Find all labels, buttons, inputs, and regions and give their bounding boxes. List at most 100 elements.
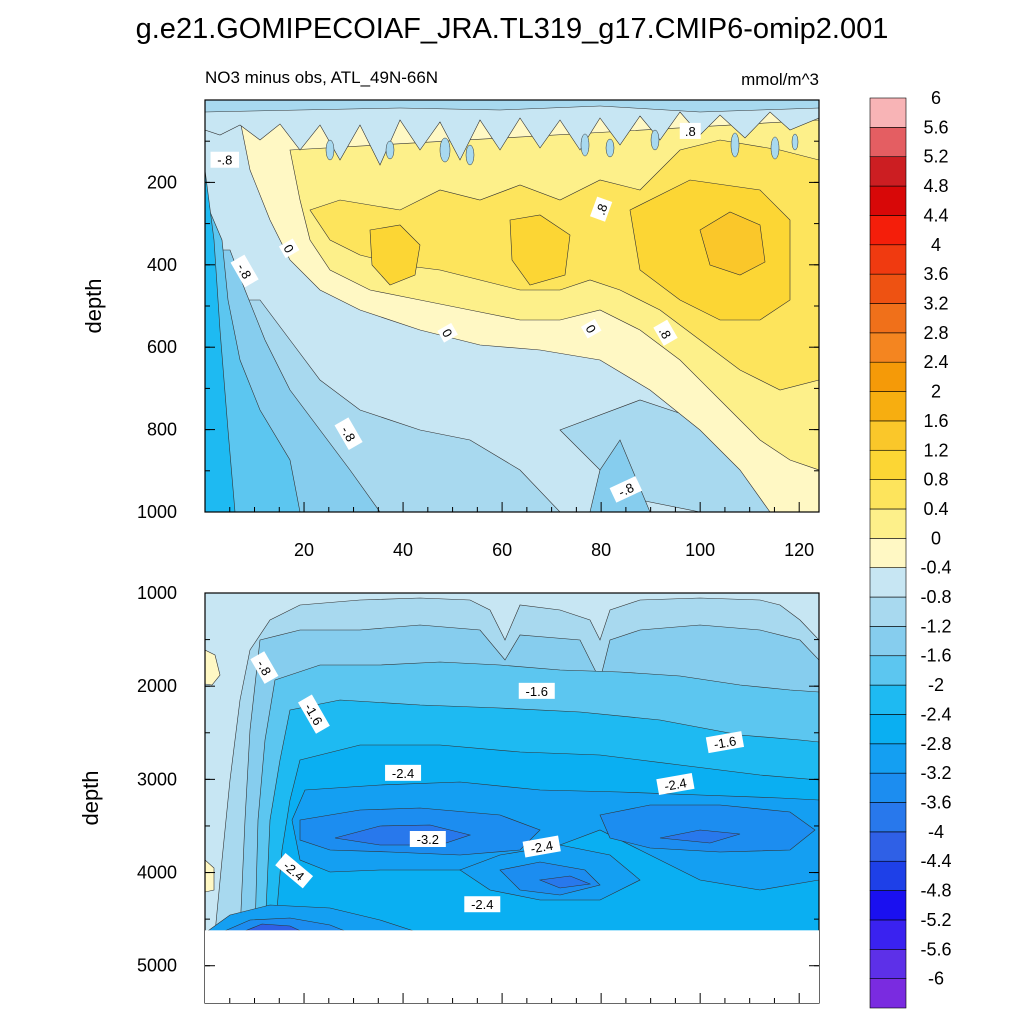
colorbar-level-label: 0.4	[923, 499, 948, 519]
colorbar-swatch	[869, 596, 907, 627]
colorbar-level-label: 4.4	[923, 205, 948, 225]
colorbar-level-label: 1.2	[923, 440, 948, 460]
contour-label: -.8	[210, 151, 240, 168]
contour-label-text: -3.2	[417, 832, 439, 847]
colorbar-swatch	[869, 273, 907, 304]
colorbar-level-label: -2.4	[920, 704, 951, 724]
contour-label-text: -1.6	[526, 684, 548, 699]
contour-label: -2.4	[522, 835, 561, 858]
colorbar-swatch	[869, 215, 907, 246]
colorbar-swatch	[869, 743, 907, 774]
colorbar-swatch	[869, 626, 907, 657]
contour-label-bg	[250, 651, 279, 684]
colorbar-level-label: 2.4	[923, 352, 948, 372]
upper-surface-bubbles	[325, 129, 799, 166]
colorbar-level-label: 5.2	[923, 147, 948, 167]
x-tick-label: 80	[591, 540, 611, 560]
contour-label: 0	[580, 318, 602, 339]
y-tick-label: 600	[147, 337, 177, 357]
contour-label-bg	[522, 835, 561, 858]
contour-label-bg	[298, 694, 330, 734]
contour-label-bg	[609, 476, 643, 503]
colorbar-swatch	[869, 420, 907, 451]
contour-label-bg	[210, 151, 240, 168]
y-tick-label: 400	[147, 255, 177, 275]
figure-title: g.e21.GOMIPECOIAF_JRA.TL319_g17.CMIP6-om…	[136, 13, 889, 45]
contour-label-bg	[275, 852, 314, 889]
contour-label: 0	[278, 238, 300, 259]
contour-label: -.8	[230, 254, 259, 288]
x-tick-label: 40	[393, 540, 413, 560]
upper-contour-fill	[205, 100, 819, 512]
colorbar-swatch	[869, 303, 907, 334]
upper-x-ticks: 20 40 60 80 100 120	[229, 502, 814, 560]
contour-label-bg	[230, 254, 259, 288]
lower-y-ticks: 1000 2000 3000 4000 5000	[137, 583, 819, 976]
lower-no-data-region	[205, 930, 819, 1003]
contour-label: -2.4	[464, 896, 501, 913]
colorbar-swatch	[869, 361, 907, 392]
colorbar-swatch	[869, 860, 907, 891]
colorbar-level-label: 6	[931, 88, 941, 108]
contour-label: -.8	[334, 417, 363, 451]
colorbar-level-label: -6	[928, 969, 944, 989]
lower-x-ticks	[229, 993, 800, 1003]
colorbar-level-label: -5.2	[920, 910, 951, 930]
colorbar-swatch	[869, 890, 907, 921]
colorbar-level-label: 3.6	[923, 264, 948, 284]
contour-label-text: -.8	[217, 153, 232, 168]
colorbar-swatch	[869, 714, 907, 745]
colorbar-level-label: 4	[931, 235, 941, 255]
colorbar-swatch	[869, 479, 907, 510]
contour-label-bg	[590, 196, 613, 222]
colorbar-level-label: 2	[931, 382, 941, 402]
contour-label-text: .8	[685, 124, 696, 139]
y-tick-label: 2000	[137, 676, 177, 696]
contour-label: -2.4	[656, 773, 695, 796]
colorbar-swatch	[869, 127, 907, 158]
contour-label-text: .8	[593, 202, 611, 217]
colorbar-swatch	[869, 244, 907, 275]
colorbar-level-label: -4.8	[920, 881, 951, 901]
colorbar-swatch	[869, 978, 907, 1009]
x-tick-label: 120	[784, 540, 814, 560]
colorbar-level-label: 0.8	[923, 470, 948, 490]
y-tick-label: 200	[147, 172, 177, 192]
colorbar-swatch	[869, 391, 907, 422]
colorbar-level-label: 4.8	[923, 176, 948, 196]
colorbar-level-label: -0.8	[920, 587, 951, 607]
x-tick-label: 20	[294, 540, 314, 560]
contour-label-bg	[464, 896, 501, 913]
colorbar-swatch	[869, 449, 907, 480]
y-tick-label: 1000	[137, 583, 177, 603]
lower-contour-fill	[205, 593, 819, 933]
colorbar-level-label: 0	[931, 528, 941, 548]
contour-label: 0	[437, 322, 458, 343]
contour-label: -.8	[250, 651, 279, 684]
contour-label-text: -2.4	[392, 766, 414, 781]
x-tick-label: 100	[685, 540, 715, 560]
upper-units-label: mmol/m^3	[741, 70, 819, 89]
contour-label: .8	[653, 319, 678, 346]
contour-label-text: -.8	[254, 657, 275, 678]
colorbar-level-label: -1.6	[920, 646, 951, 666]
contour-label: -1.6	[518, 682, 555, 699]
colorbar-level-label: -3.2	[920, 763, 951, 783]
contour-label: -2.4	[385, 764, 422, 781]
upper-contour-labels: -.8 .8 .8 -.8 0 0 0 .8 -.8 -.8	[210, 122, 701, 503]
lower-y-axis-label: depth	[78, 770, 103, 825]
contour-label: .8	[679, 122, 701, 139]
colorbar-swatch	[869, 508, 907, 539]
contour-label: .8	[590, 196, 613, 222]
colorbar-level-label: 3.2	[923, 293, 948, 313]
colorbar-swatch	[869, 948, 907, 979]
contour-label-bg	[705, 731, 745, 754]
contour-label-text: -2.4	[663, 775, 688, 794]
colorbar-swatch	[869, 185, 907, 216]
contour-label-bg	[679, 122, 701, 139]
y-tick-label: 5000	[137, 956, 177, 976]
colorbar-level-label: 2.8	[923, 323, 948, 343]
colorbar-swatch	[869, 567, 907, 598]
colorbar-level-label: 5.6	[923, 117, 948, 137]
